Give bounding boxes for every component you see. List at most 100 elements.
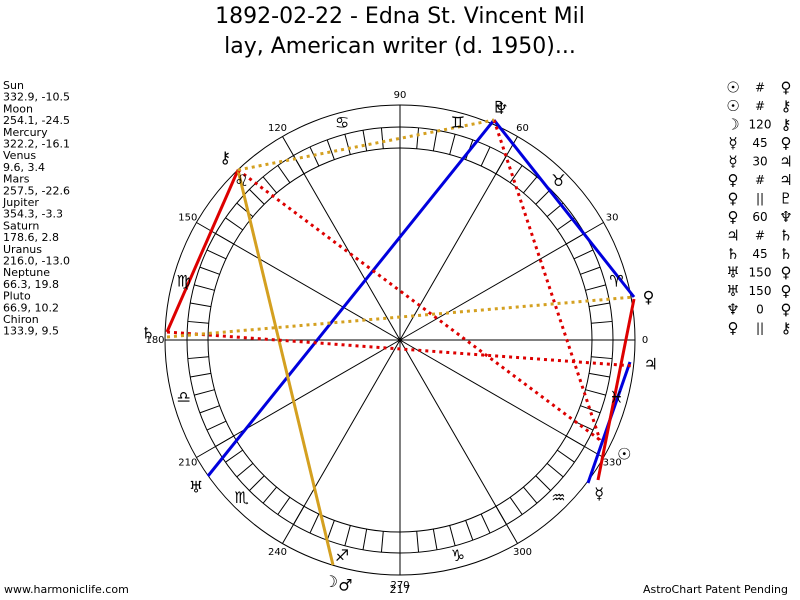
aspect-type: # bbox=[755, 81, 765, 95]
ring-tick bbox=[206, 420, 227, 431]
ring-tick bbox=[416, 531, 420, 553]
ring-tick bbox=[535, 475, 551, 491]
sign-glyph: ♋ bbox=[335, 113, 349, 132]
planet-position: 257.5, -22.6 bbox=[3, 184, 70, 197]
sign-glyph: ♌ bbox=[234, 171, 248, 190]
ring-tick bbox=[480, 513, 491, 534]
planet-name: Saturn bbox=[3, 219, 39, 232]
ring-tick bbox=[249, 475, 265, 491]
aspect-line bbox=[237, 118, 495, 172]
ring-tick bbox=[344, 134, 351, 155]
ring-tick bbox=[380, 531, 384, 553]
aspect-type: # bbox=[755, 229, 765, 243]
degree-label: 60 bbox=[516, 123, 529, 134]
ring-tick bbox=[277, 165, 291, 184]
ring-tick bbox=[362, 130, 368, 152]
aspect-type: 0 bbox=[756, 303, 764, 317]
ring-tick bbox=[588, 302, 610, 308]
planet-name: Sun bbox=[3, 79, 24, 92]
planet-name: Mercury bbox=[3, 126, 48, 139]
spoke bbox=[282, 136, 401, 341]
aspect-planet: ♀ bbox=[728, 208, 739, 226]
aspect-planet: ⚷ bbox=[781, 319, 792, 337]
ring-tick bbox=[591, 356, 613, 360]
ring-tick bbox=[380, 127, 384, 149]
planet-glyph: ☿ bbox=[594, 484, 604, 503]
planet-name: Uranus bbox=[3, 243, 42, 256]
planet-name: Neptune bbox=[3, 266, 50, 279]
planet-position: 178.6, 2.8 bbox=[3, 231, 59, 244]
ring-tick bbox=[344, 525, 351, 546]
aspect-planet: ⚷ bbox=[781, 97, 792, 115]
aspect-planet: ♃ bbox=[726, 227, 739, 245]
ring-tick bbox=[236, 202, 254, 217]
aspect-planet: ♅ bbox=[726, 282, 739, 300]
aspect-type: 30 bbox=[752, 155, 767, 169]
ring-tick bbox=[523, 486, 538, 504]
aspect-planet: ☽ bbox=[726, 116, 739, 134]
ring-tick bbox=[199, 266, 220, 275]
ring-tick bbox=[326, 520, 335, 541]
planet-position: 254.1, -24.5 bbox=[3, 114, 70, 127]
aspect-planet: ☉ bbox=[726, 79, 739, 97]
wheel bbox=[164, 104, 636, 576]
aspect-planet: ♆ bbox=[779, 208, 792, 226]
ring-tick bbox=[585, 389, 606, 396]
ring-tick bbox=[432, 528, 438, 550]
aspect-planet: ♀ bbox=[728, 190, 739, 208]
spoke bbox=[399, 136, 518, 341]
spoke bbox=[399, 339, 604, 458]
degree-label: 150 bbox=[178, 213, 197, 224]
ring-tick bbox=[465, 520, 474, 541]
aspect-line bbox=[165, 169, 240, 333]
degree-label: 180 bbox=[145, 335, 164, 346]
planet-position: 133.9, 9.5 bbox=[3, 325, 59, 338]
planet-glyph: ♄ bbox=[141, 323, 155, 342]
ring-tick bbox=[580, 405, 601, 414]
degree-label: 30 bbox=[606, 213, 619, 224]
ring-tick bbox=[362, 528, 368, 550]
sign-glyph: ♍ bbox=[176, 272, 190, 291]
planet-name: Moon bbox=[3, 102, 33, 115]
planet-position: 9.6, 3.4 bbox=[3, 161, 45, 174]
ring-tick bbox=[509, 165, 523, 184]
sign-glyph: ♒ bbox=[551, 488, 565, 507]
aspect-planet: ☿ bbox=[728, 153, 737, 171]
aspect-planet: ⚷ bbox=[781, 116, 792, 134]
planet-position: 354.3, -3.3 bbox=[3, 208, 63, 221]
aspect-line bbox=[236, 169, 335, 566]
ring-tick bbox=[449, 134, 456, 155]
aspect-line bbox=[166, 295, 635, 339]
planet-glyph: ♂ bbox=[338, 576, 352, 595]
aspect-type: || bbox=[756, 321, 764, 335]
aspect-planet: ♀ bbox=[728, 171, 739, 189]
planet-name: Pluto bbox=[3, 290, 31, 303]
aspect-planet: ♄ bbox=[779, 227, 792, 245]
ring-tick bbox=[585, 284, 606, 291]
ring-tick bbox=[535, 189, 551, 205]
planet-glyph: ♅ bbox=[189, 478, 203, 497]
aspect-planet: ♅ bbox=[726, 264, 739, 282]
aspect-type: 150 bbox=[749, 284, 772, 298]
ring-tick bbox=[249, 189, 265, 205]
ring-tick bbox=[573, 249, 594, 260]
aspect-type: 45 bbox=[752, 136, 767, 150]
planet-glyph: ☉ bbox=[617, 444, 631, 463]
sign-glyph: ♓ bbox=[609, 387, 623, 406]
ring-tick bbox=[580, 266, 601, 275]
aspect-planet: ♄ bbox=[726, 245, 739, 263]
footer-right: AstroChart Patent Pending bbox=[643, 583, 788, 596]
ring-tick bbox=[509, 496, 523, 515]
aspect-lines bbox=[165, 118, 636, 566]
ring-tick bbox=[277, 496, 291, 515]
ring-tick bbox=[194, 389, 215, 396]
aspect-planet: ♀ bbox=[728, 319, 739, 337]
planet-name: Chiron bbox=[3, 313, 39, 326]
aspect-planet: ♀ bbox=[781, 79, 792, 97]
degree-label: 0 bbox=[642, 335, 648, 346]
footer-left: www.harmoniclife.com bbox=[4, 583, 129, 596]
ring-tick bbox=[206, 249, 227, 260]
aspect-line bbox=[492, 119, 636, 298]
ring-tick bbox=[523, 176, 538, 194]
